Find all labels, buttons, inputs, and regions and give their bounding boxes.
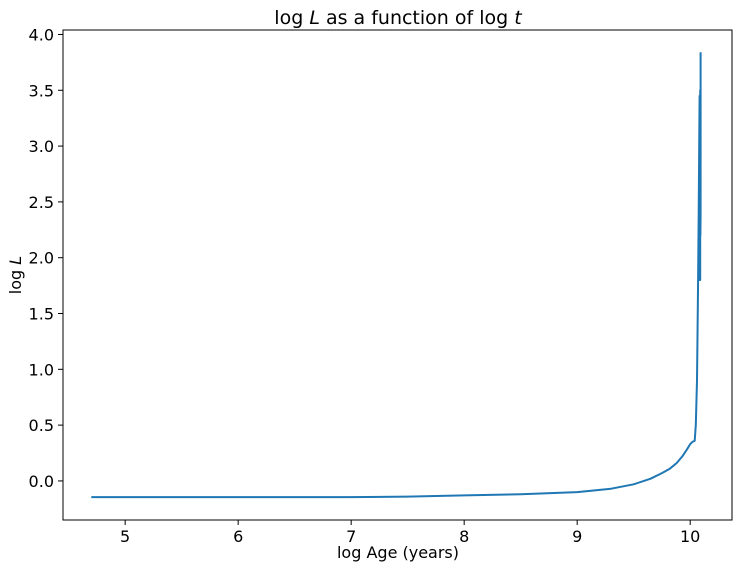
y-tick-label: 3.0: [29, 137, 54, 156]
x-tick-label: 7: [346, 527, 356, 546]
x-tick-label: 9: [572, 527, 582, 546]
y-tick-label: 3.5: [29, 81, 54, 100]
plot-frame: [62, 29, 733, 521]
x-tick-label: 8: [459, 527, 469, 546]
series-layer: [91, 52, 702, 499]
plot-area: 5 6 7 8 9 10 0.0 0.5 1.0 1.5 2.0 2.5 3.0 3.5 4.0: [29, 25, 733, 546]
chart-title: log L as a function of log t: [274, 7, 523, 29]
y-tick-label: 2.0: [29, 249, 54, 268]
y-tick-label: 2.5: [29, 193, 54, 212]
series-line: [91, 52, 702, 499]
x-tick-label: 5: [120, 527, 130, 546]
y-tick-label: 1.5: [29, 305, 54, 324]
x-axis-ticks: 5 6 7 8 9 10: [120, 520, 700, 546]
y-tick-label: 4.0: [29, 25, 54, 44]
x-tick-label: 10: [680, 527, 700, 546]
y-axis-label: log L: [6, 256, 25, 294]
y-axis-ticks: 0.0 0.5 1.0 1.5 2.0 2.5 3.0 3.5 4.0: [29, 25, 63, 491]
y-tick-label: 0.0: [29, 472, 54, 491]
x-axis-label: log Age (years): [337, 543, 459, 562]
y-tick-label: 0.5: [29, 416, 54, 435]
x-tick-label: 6: [233, 527, 243, 546]
y-tick-label: 1.0: [29, 360, 54, 379]
